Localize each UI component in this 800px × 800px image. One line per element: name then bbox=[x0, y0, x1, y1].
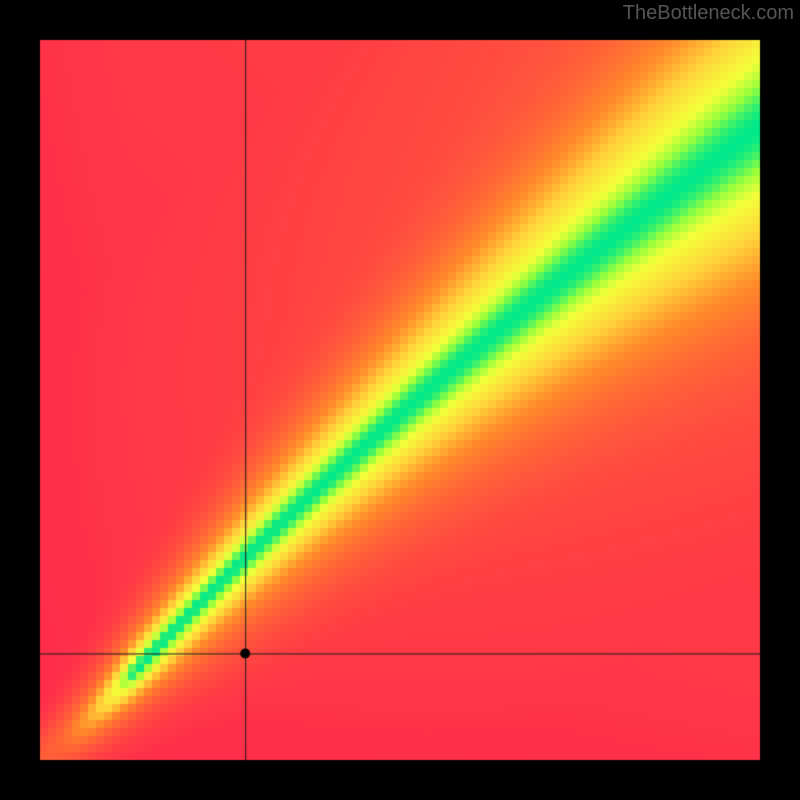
heatmap-canvas bbox=[0, 0, 800, 800]
chart-container: TheBottleneck.com bbox=[0, 0, 800, 800]
attribution-label: TheBottleneck.com bbox=[623, 2, 794, 25]
